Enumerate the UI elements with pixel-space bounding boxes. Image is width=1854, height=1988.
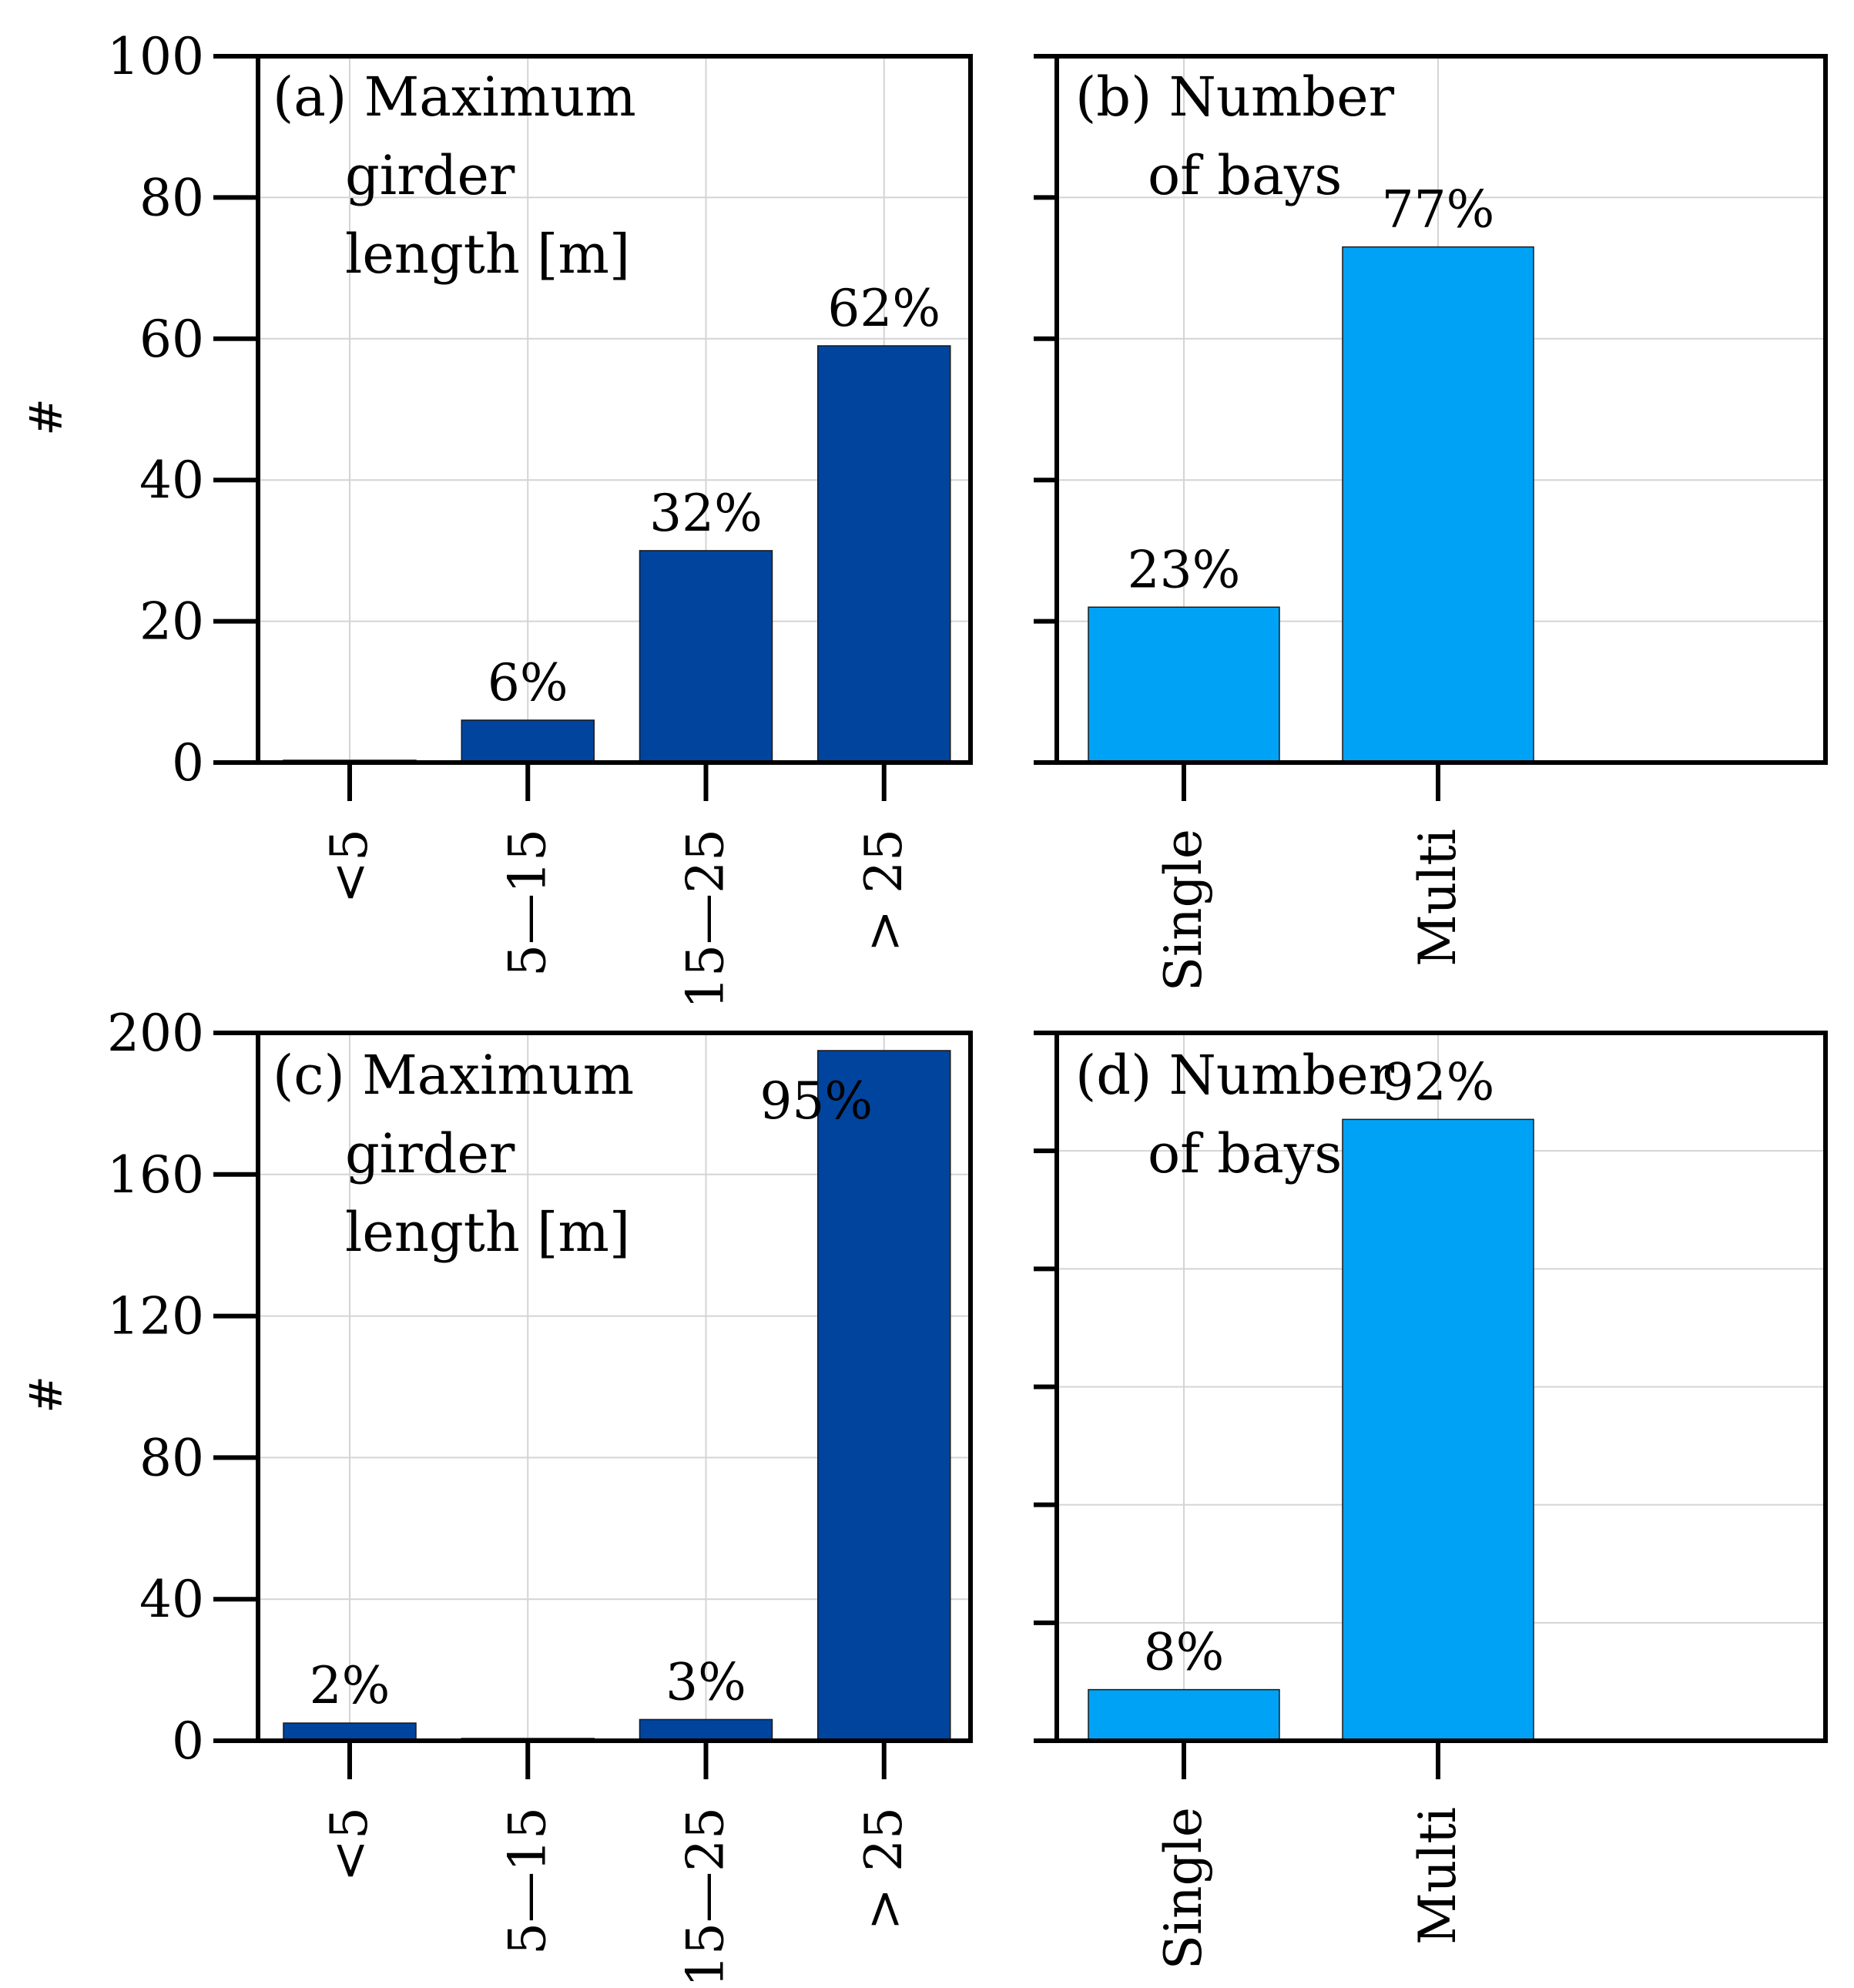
- panel-title-line: (d) Number: [1075, 1044, 1395, 1107]
- y-tick-label: 20: [139, 592, 204, 652]
- panel-title-line: length [m]: [345, 1201, 630, 1264]
- bar-d-1: [1342, 1118, 1534, 1742]
- data-label: 23%: [1128, 540, 1241, 599]
- panel-title-line: girder: [345, 1122, 515, 1185]
- data-label: 32%: [649, 484, 763, 543]
- panel-title-line: girder: [345, 144, 515, 207]
- bar-c-2: [639, 1718, 773, 1742]
- bar-a-1: [461, 719, 595, 763]
- x-tick-label: Single: [1154, 829, 1213, 991]
- y-tick-label: 80: [139, 168, 204, 227]
- plot-frame: [256, 1031, 973, 1743]
- y-tick-label: 120: [107, 1287, 204, 1346]
- y-tick-label: 0: [172, 1711, 204, 1771]
- y-axis-title: #: [20, 398, 72, 436]
- x-tick-label: <5: [320, 829, 379, 903]
- bar-b-0: [1088, 606, 1280, 763]
- x-tick-label: > 25: [854, 829, 914, 952]
- panel-title-line: (b) Number: [1075, 65, 1395, 129]
- panel-title-line: length [m]: [345, 223, 630, 286]
- x-tick-label: <5: [320, 1807, 379, 1882]
- y-tick-label: 200: [107, 1004, 204, 1063]
- data-label: 6%: [488, 653, 568, 712]
- panel-d: 8% 92% Single Multi (d) Number of bays: [1034, 1031, 1828, 1970]
- bar-c-3: [817, 1050, 951, 1742]
- data-label: 92%: [1382, 1052, 1495, 1111]
- panel-title-line: of bays: [1148, 1122, 1342, 1185]
- y-tick-label: 160: [107, 1145, 204, 1205]
- x-tick-label: Multi: [1408, 829, 1467, 967]
- panel-a: 6% 32% 62% 0 20 40 60 80 100 <5 5—15 15—25 > 25 # (a) …: [20, 27, 973, 1009]
- data-label: 8%: [1144, 1623, 1225, 1682]
- data-label: 95%: [759, 1071, 873, 1131]
- x-tick-label: 5—15: [498, 829, 557, 977]
- bar-d-0: [1088, 1688, 1280, 1742]
- bar-a-2: [639, 550, 773, 763]
- x-tick-label: > 25: [854, 1807, 914, 1930]
- plot-frame: [1054, 54, 1828, 765]
- plot-frame: [256, 54, 973, 765]
- bar-b-1: [1342, 246, 1534, 763]
- x-tick-label: 5—15: [498, 1807, 557, 1955]
- x-tick-label: 15—25: [676, 1807, 736, 1987]
- panel-title-line: (c) Maximum: [273, 1044, 634, 1107]
- y-tick-label: 0: [172, 733, 204, 793]
- y-tick-label: 40: [139, 451, 204, 510]
- y-tick-label: 40: [139, 1570, 204, 1629]
- y-tick-label: 100: [107, 27, 204, 86]
- panel-b: 23% 77% Single Multi (b) Number of bays: [1034, 54, 1828, 991]
- data-label: 2%: [310, 1656, 391, 1715]
- x-tick-label: Multi: [1408, 1807, 1467, 1945]
- panel-c: 2% 3% 95% 0 40 80 120 160 200 <5 5—15 15—25 > 25 # (c)…: [20, 1004, 973, 1987]
- x-tick-label: Single: [1154, 1807, 1213, 1970]
- data-label: 3%: [665, 1652, 746, 1711]
- bar-a-3: [817, 345, 951, 763]
- data-label: 77%: [1382, 180, 1495, 240]
- y-axis-title: #: [20, 1376, 72, 1413]
- panel-title-line: (a) Maximum: [273, 65, 636, 129]
- data-label: 62%: [827, 279, 940, 338]
- panel-title-line: of bays: [1148, 144, 1342, 207]
- x-tick-label: 15—25: [676, 829, 736, 1009]
- y-tick-label: 60: [139, 310, 204, 369]
- y-tick-label: 80: [139, 1428, 204, 1487]
- bar-c-0: [283, 1722, 417, 1742]
